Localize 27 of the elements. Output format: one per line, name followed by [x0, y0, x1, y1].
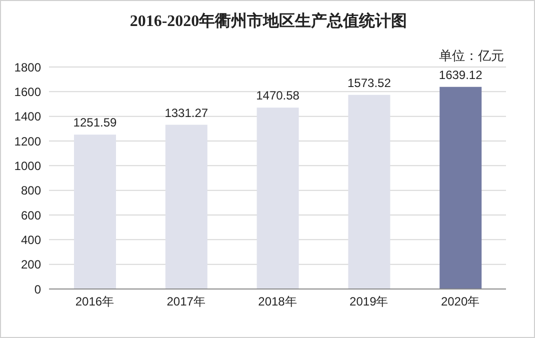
x-tick-label: 2019年 [350, 294, 388, 309]
chart-title: 2016-2020年衢州市地区生产总值统计图 [128, 11, 408, 32]
y-tick-label: 0 [34, 282, 42, 296]
bar [74, 134, 116, 289]
y-tick-label: 600 [20, 208, 42, 222]
y-tick-label: 1600 [14, 84, 42, 99]
x-tick-label: 2018年 [258, 294, 297, 309]
bar [256, 108, 299, 289]
y-tick-label: 1200 [14, 134, 42, 148]
bar [440, 86, 482, 289]
x-tick-label: 2020年 [440, 294, 480, 309]
y-tick-label: 200 [20, 258, 42, 272]
y-tick-label: 1000 [14, 158, 42, 173]
data-label: 1470.58 [256, 88, 300, 103]
y-tick-label: 1800 [14, 60, 42, 74]
y-tick-label: 800 [20, 184, 42, 198]
bar [165, 124, 208, 289]
y-tick-label: 400 [20, 232, 42, 247]
data-label: 1573.52 [348, 76, 392, 90]
text: 单位：亿元 [439, 47, 504, 65]
data-label: 1639.12 [438, 68, 483, 82]
x-tick-label: 2017年 [166, 294, 206, 309]
x-tick-label: 2016年 [75, 294, 114, 309]
y-tick-label: 1400 [14, 110, 42, 124]
bar [348, 94, 390, 289]
data-label: 1251.59 [73, 116, 118, 130]
data-label: 1331.27 [164, 106, 208, 120]
